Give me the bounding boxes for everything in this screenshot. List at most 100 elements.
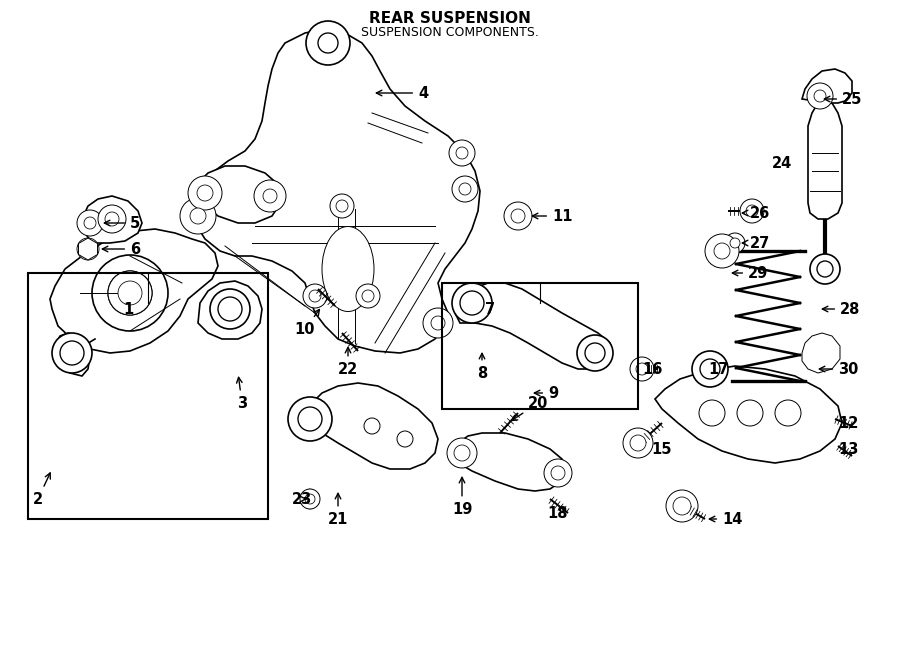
Circle shape [364,418,380,434]
Bar [28,273,268,519]
Text: 13: 13 [838,442,859,457]
Circle shape [52,333,92,373]
Circle shape [210,289,250,329]
Ellipse shape [322,227,374,311]
Text: 27: 27 [742,235,770,251]
Text: 11: 11 [532,208,572,223]
Text: 1: 1 [123,301,133,317]
Text: 16: 16 [642,362,662,377]
Polygon shape [655,366,842,463]
Text: 14: 14 [709,512,742,527]
Circle shape [118,281,142,305]
Circle shape [452,283,492,323]
Circle shape [700,359,720,379]
Circle shape [730,238,740,248]
Circle shape [737,400,763,426]
Circle shape [336,200,348,212]
Circle shape [447,438,477,468]
Circle shape [60,341,84,365]
Circle shape [305,494,315,504]
Circle shape [725,233,745,253]
Text: 15: 15 [652,442,672,457]
Circle shape [630,435,646,451]
Text: 12: 12 [838,416,859,430]
Circle shape [318,33,338,53]
Polygon shape [302,489,319,509]
Circle shape [300,489,320,509]
Circle shape [362,290,374,302]
Circle shape [84,217,96,229]
Text: 6: 6 [103,241,140,256]
Circle shape [623,428,653,458]
Circle shape [108,271,152,315]
Text: 24: 24 [772,155,792,171]
Text: 5: 5 [104,215,140,231]
Polygon shape [455,283,612,369]
Circle shape [511,209,525,223]
Text: 30: 30 [819,362,859,377]
Polygon shape [802,69,852,103]
Text: 8: 8 [477,354,487,381]
Circle shape [108,271,152,315]
Circle shape [77,238,99,260]
Polygon shape [450,433,568,491]
Circle shape [83,244,93,254]
Circle shape [254,180,286,212]
Circle shape [303,284,327,308]
Text: 17: 17 [707,362,728,377]
Text: 7: 7 [485,301,495,317]
Polygon shape [82,196,142,243]
Circle shape [585,343,605,363]
Text: SUSPENSION COMPONENTS.: SUSPENSION COMPONENTS. [361,26,539,39]
Circle shape [423,308,453,338]
Text: 22: 22 [338,347,358,377]
Circle shape [218,297,242,321]
Circle shape [298,407,322,431]
Text: 29: 29 [733,266,769,280]
Circle shape [699,400,725,426]
Circle shape [746,205,758,217]
Circle shape [459,183,471,195]
Polygon shape [808,99,842,219]
Text: 21: 21 [328,493,348,527]
Circle shape [544,459,572,487]
Polygon shape [802,333,840,373]
Circle shape [810,254,840,284]
Circle shape [77,210,103,236]
Circle shape [775,400,801,426]
Circle shape [263,189,277,203]
Polygon shape [305,383,438,469]
Circle shape [98,205,126,233]
Text: 18: 18 [548,506,568,520]
Circle shape [817,261,833,277]
Text: 4: 4 [376,85,428,100]
Text: 23: 23 [292,492,312,506]
Polygon shape [192,29,480,353]
Text: 3: 3 [237,377,248,410]
Polygon shape [195,166,282,223]
Circle shape [551,466,565,480]
Text: 25: 25 [824,91,862,106]
Circle shape [636,363,648,375]
Circle shape [188,176,222,210]
Circle shape [449,140,475,166]
Circle shape [306,21,350,65]
Text: 9: 9 [535,385,558,401]
Circle shape [197,185,213,201]
Circle shape [456,147,468,159]
Circle shape [577,335,613,371]
Circle shape [673,497,691,515]
Text: REAR SUSPENSION: REAR SUSPENSION [369,11,531,26]
Circle shape [630,357,654,381]
Circle shape [692,351,728,387]
Circle shape [714,243,730,259]
Polygon shape [198,281,262,339]
Circle shape [288,397,332,441]
Circle shape [180,198,216,234]
Circle shape [740,199,764,223]
Text: 28: 28 [823,301,860,317]
Circle shape [460,291,484,315]
Circle shape [190,208,206,224]
Text: 19: 19 [452,477,472,516]
Circle shape [814,90,826,102]
